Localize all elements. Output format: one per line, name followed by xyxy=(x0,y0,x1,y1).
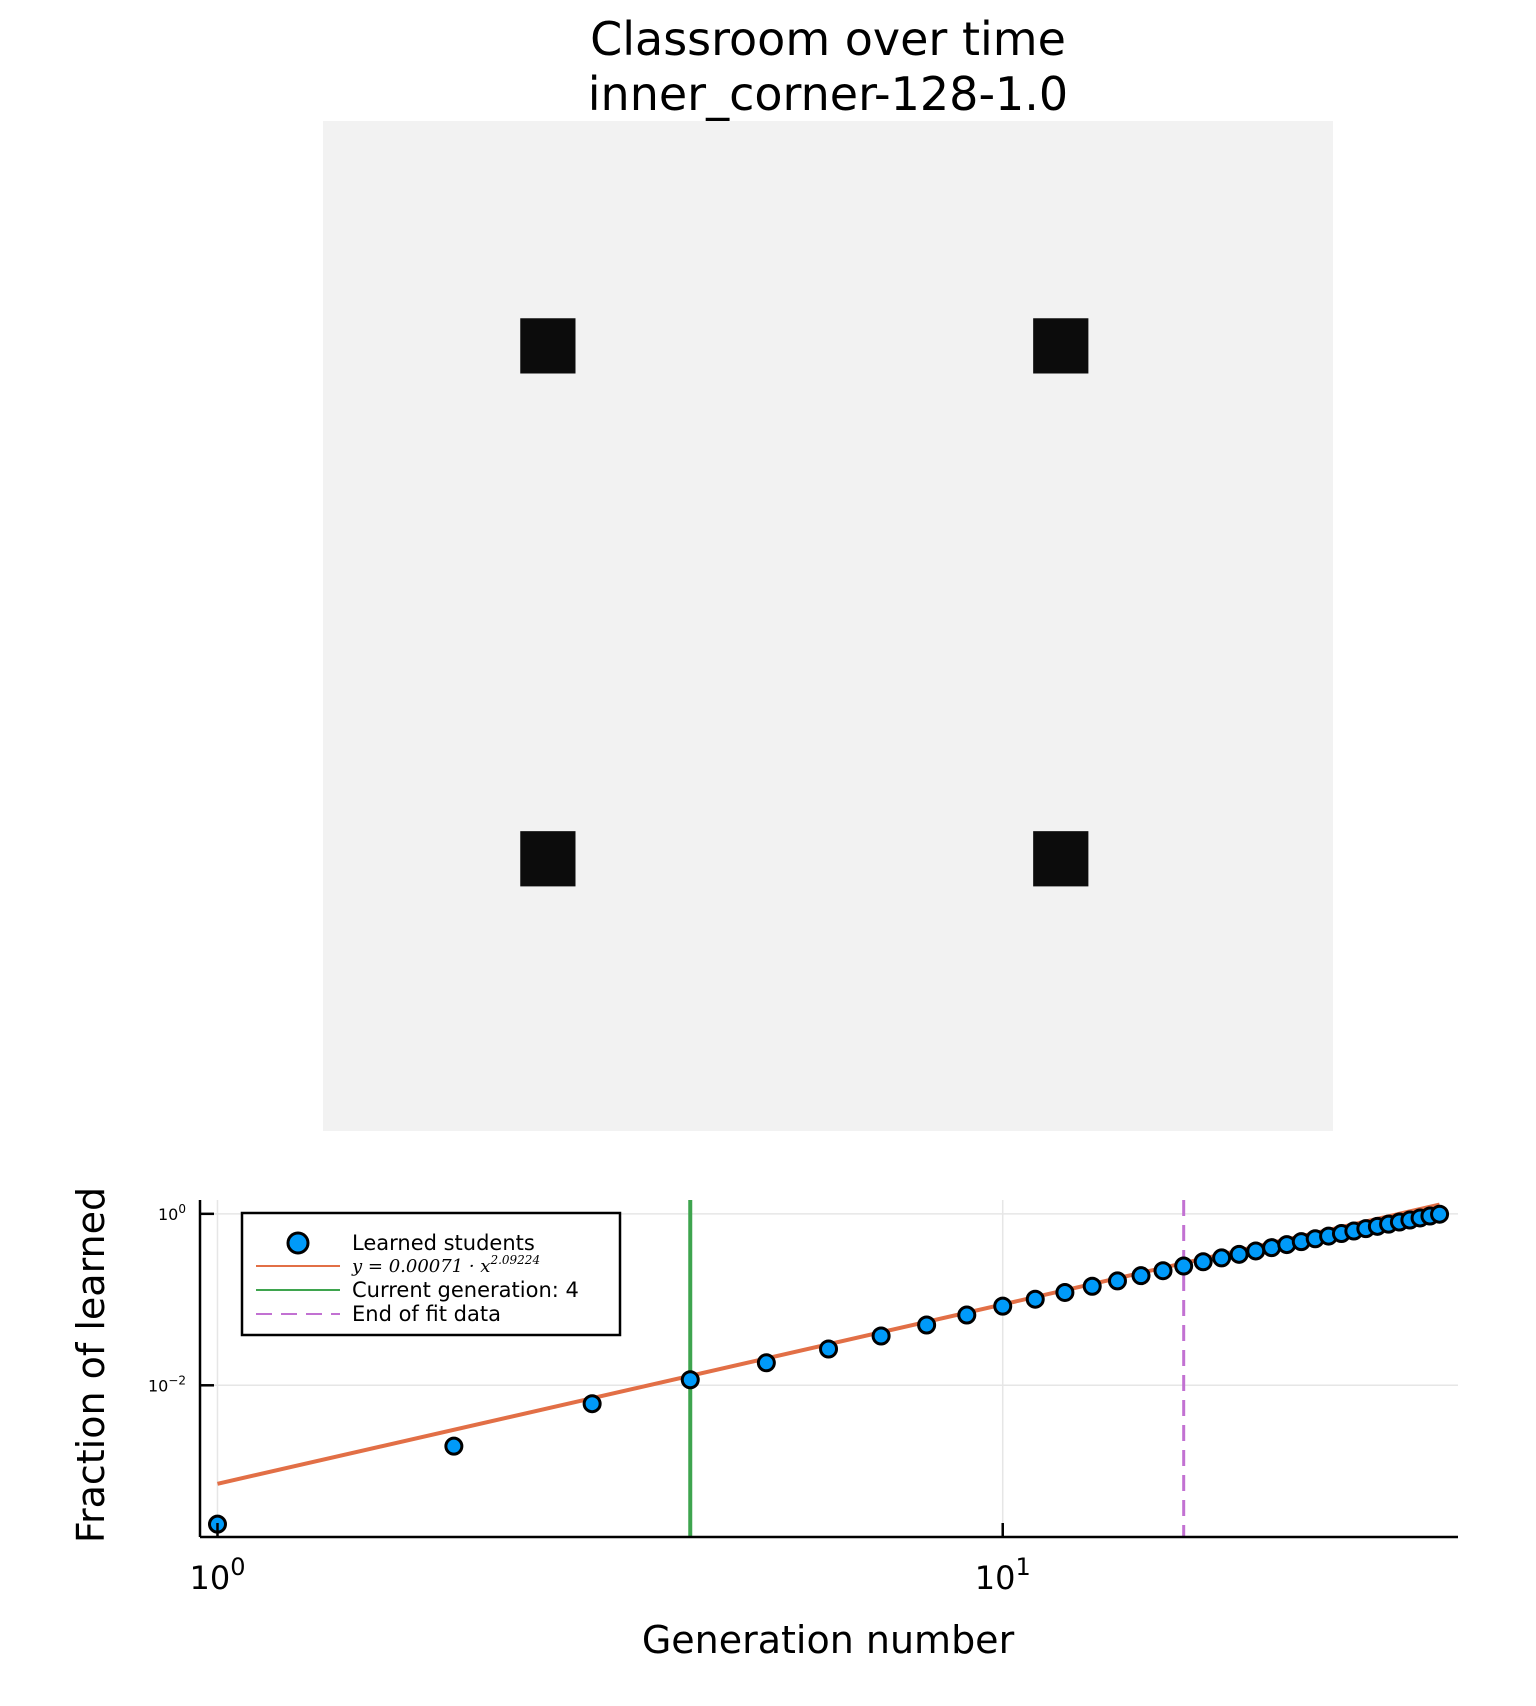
data-point xyxy=(1082,1276,1102,1296)
data-point xyxy=(1430,1204,1450,1224)
learned-student-block xyxy=(1033,318,1089,374)
y-axis-label: Fraction of learned xyxy=(69,1187,113,1543)
data-point xyxy=(957,1305,977,1325)
data-point xyxy=(1025,1289,1045,1309)
legend-label: End of fit data xyxy=(352,1302,501,1326)
x-tick-label: 101 xyxy=(975,1553,1031,1597)
x-axis-label: Generation number xyxy=(642,1618,1015,1662)
figure-title-line1: Classroom over time xyxy=(590,12,1066,66)
data-point xyxy=(444,1436,464,1456)
y-tick-label: 10−2 xyxy=(148,1373,186,1395)
legend-label: Learned students xyxy=(352,1231,535,1255)
data-point xyxy=(1229,1244,1249,1264)
legend-box xyxy=(240,1211,622,1337)
data-point xyxy=(1262,1238,1282,1258)
data-point xyxy=(1212,1248,1232,1268)
data-point xyxy=(1246,1241,1266,1261)
data-point xyxy=(1055,1282,1075,1302)
learned-student-block xyxy=(520,831,576,887)
legend-label: Current generation: 4 xyxy=(352,1278,579,1302)
figure-title-line2: inner_corner-128-1.0 xyxy=(588,67,1068,121)
legend-scatter-swatch xyxy=(286,1231,310,1255)
data-point xyxy=(871,1326,891,1346)
data-point xyxy=(1153,1261,1173,1281)
data-point xyxy=(1131,1266,1151,1286)
data-point xyxy=(1174,1256,1194,1276)
data-point xyxy=(1193,1252,1213,1272)
data-point xyxy=(1107,1271,1127,1291)
y-tick-label: 100 xyxy=(158,1202,186,1224)
data-point xyxy=(680,1370,700,1390)
data-point xyxy=(756,1353,776,1373)
data-point xyxy=(993,1296,1013,1316)
x-tick-label: 100 xyxy=(189,1553,245,1597)
classroom-background xyxy=(323,121,1333,1131)
learned-student-block xyxy=(520,318,576,374)
data-point xyxy=(819,1339,839,1359)
learned-student-block xyxy=(1033,831,1089,887)
data-point xyxy=(582,1394,602,1414)
classroom-heatmap xyxy=(323,121,1333,1131)
data-point xyxy=(917,1315,937,1335)
